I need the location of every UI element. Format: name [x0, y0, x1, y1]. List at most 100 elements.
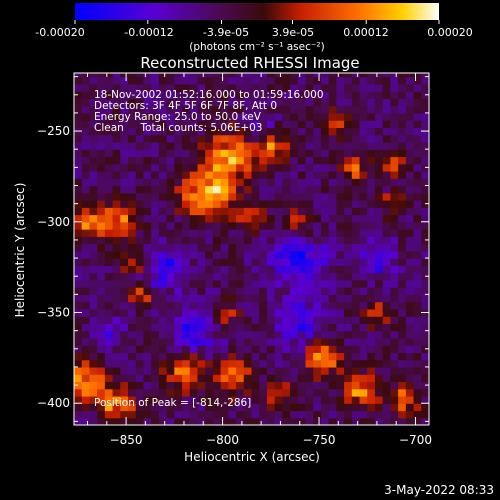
heatmap-cell [398, 192, 407, 201]
heatmap-cell [89, 410, 98, 419]
heatmap-cell [189, 134, 199, 143]
heatmap-cell [212, 156, 222, 165]
heatmap-cell [320, 214, 330, 223]
heatmap-cell [228, 323, 237, 332]
heatmap-cell [212, 337, 222, 346]
heatmap-cell [328, 236, 337, 245]
heatmap-cell [89, 112, 98, 121]
heatmap-cell [313, 410, 322, 419]
heatmap-cell [182, 134, 191, 143]
heatmap-cell [81, 207, 91, 216]
heatmap-cell [274, 236, 283, 245]
heatmap-cell [266, 214, 276, 223]
heatmap-cell [228, 345, 237, 354]
heatmap-cell [243, 207, 253, 216]
heatmap-cell [305, 229, 314, 237]
heatmap-cell [205, 258, 214, 266]
heatmap-cell [220, 352, 229, 361]
heatmap-cell [236, 308, 245, 317]
heatmap-cell [81, 149, 91, 158]
heatmap-cell [374, 83, 384, 92]
heatmap-cell [205, 207, 214, 216]
heatmap-cell [297, 214, 307, 223]
heatmap-cell [251, 294, 260, 303]
heatmap-cell [135, 149, 145, 158]
heatmap-cell [104, 265, 114, 274]
heatmap-cell [374, 395, 384, 404]
heatmap-cell [266, 98, 276, 107]
heatmap-cell [74, 207, 83, 216]
heatmap-cell [328, 316, 337, 324]
heatmap-cell [112, 330, 121, 339]
heatmap-cell [405, 337, 415, 346]
heatmap-cell [112, 98, 121, 107]
heatmap-cell [290, 345, 299, 354]
heatmap-cell [305, 381, 314, 390]
heatmap-cell [421, 112, 429, 121]
heatmap-cell [74, 214, 83, 223]
heatmap-cell [405, 229, 415, 237]
heatmap-cell [259, 403, 268, 412]
heatmap-cell [104, 236, 114, 245]
heatmap-cell [182, 301, 191, 310]
heatmap-cell [382, 141, 392, 150]
y-tick-label: −300 [37, 215, 70, 229]
heatmap-cell [135, 185, 145, 194]
heatmap-cell [128, 366, 137, 375]
heatmap-cell [251, 395, 260, 404]
heatmap-cell [128, 156, 137, 165]
heatmap-cell [112, 185, 121, 194]
heatmap-cell [81, 381, 91, 390]
heatmap-cell [390, 366, 399, 375]
heatmap-cell [143, 236, 152, 245]
heatmap-cell [320, 192, 330, 201]
heatmap-cell [359, 308, 368, 317]
heatmap-cell [205, 76, 214, 85]
heatmap-cell [143, 316, 152, 324]
heatmap-cell [228, 214, 237, 223]
heatmap-cell [243, 192, 253, 201]
heatmap-cell [135, 141, 145, 150]
heatmap-cell [313, 221, 322, 230]
heatmap-cell [220, 156, 229, 165]
heatmap-cell [274, 279, 283, 288]
heatmap-cell [259, 236, 268, 245]
heatmap-cell [398, 381, 407, 390]
heatmap-cell [297, 388, 307, 397]
heatmap-cell [274, 127, 283, 136]
heatmap-cell [344, 323, 353, 332]
heatmap-cell [251, 156, 260, 165]
heatmap-cell [128, 192, 137, 201]
heatmap-cell [398, 156, 407, 165]
heatmap-cell [143, 141, 152, 150]
heatmap-cell [320, 141, 330, 150]
heatmap-cell [74, 112, 83, 121]
heatmap-cell [274, 91, 283, 99]
heatmap-cell [205, 345, 214, 354]
heatmap-cell [282, 265, 291, 274]
heatmap-cell [374, 73, 384, 78]
heatmap-cell [282, 76, 291, 85]
heatmap [74, 73, 429, 425]
heatmap-cell [74, 258, 83, 266]
heatmap-cell [351, 265, 361, 274]
heatmap-cell [174, 243, 183, 252]
heatmap-cell [174, 200, 183, 208]
heatmap-cell [189, 272, 199, 281]
heatmap-cell [128, 91, 137, 99]
heatmap-cell [97, 330, 106, 339]
heatmap-cell [336, 308, 345, 317]
heatmap-cell [158, 178, 168, 187]
heatmap-cell [243, 359, 253, 368]
heatmap-cell [367, 272, 376, 281]
heatmap-cell [320, 91, 330, 99]
heatmap-cell [174, 170, 183, 179]
heatmap-cell [158, 265, 168, 274]
heatmap-cell [313, 337, 322, 346]
heatmap-cell [151, 388, 160, 397]
axis-ticks [74, 73, 429, 425]
heatmap-cell [112, 323, 121, 332]
heatmap-cell [336, 163, 345, 172]
heatmap-cell [166, 76, 175, 85]
heatmap-cell [297, 156, 307, 165]
